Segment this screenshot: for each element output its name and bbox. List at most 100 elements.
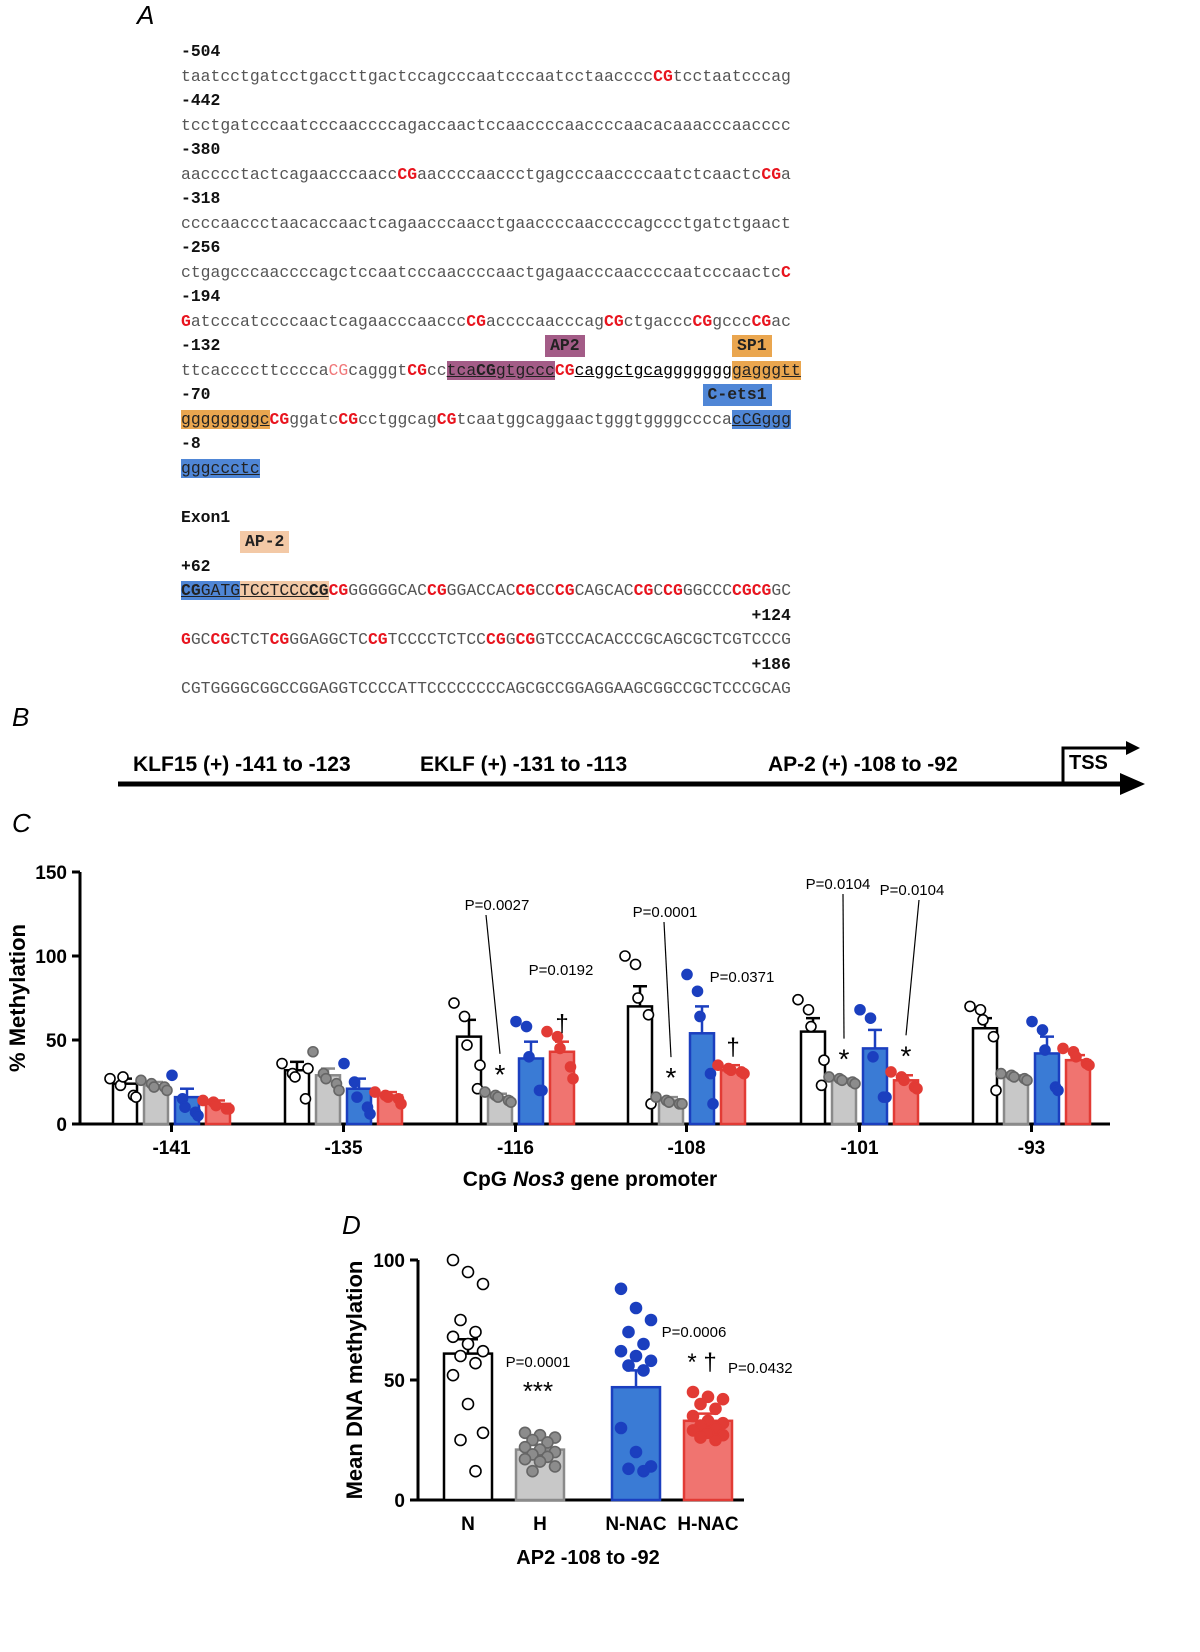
data-point [1036, 1024, 1049, 1036]
sequence-segment: tcaatggcaggaactgggtggggcccca [456, 409, 732, 429]
sequence-line: GGCCGCTCTCGGGAGGCTCCGTCCCCTCTCCCGGCGGTCC… [181, 628, 801, 653]
sequence-segment: a [781, 164, 791, 184]
data-point [476, 1426, 490, 1440]
sequence-line: CGTGGGGCGGCCGGAGGTCCCCATTCCCCCCCCAGCGCCG… [181, 677, 801, 702]
bar [1002, 1075, 1030, 1126]
tfbs-label-klf15: KLF15 (+) -141 to -123 [133, 753, 351, 776]
data-point [637, 1464, 650, 1478]
data-point [210, 1099, 222, 1112]
data-point [161, 1084, 173, 1097]
sequence-segment: gtgccc [495, 360, 555, 380]
data-point [642, 1009, 655, 1021]
sequence-line: Exon1 [181, 506, 801, 531]
data-point [849, 1077, 861, 1090]
data-point [629, 1445, 643, 1459]
bar [1064, 1058, 1092, 1126]
sequence-segment: CGCG [732, 581, 772, 600]
data-point [716, 1392, 730, 1406]
sequence-segment: CG [515, 581, 536, 600]
y-tick-label: 50 [384, 1371, 405, 1392]
data-point [738, 1067, 750, 1080]
data-point [526, 1464, 539, 1478]
data-point [104, 1072, 116, 1085]
sequence-line: ggggggggcCGggatcCGcctggcagCGtcaatggcagga… [181, 383, 801, 433]
tss-arrow-line [1061, 746, 1128, 784]
sequence-segment: GTCCCACACCCGCAGCGCTCGTCCCG [535, 630, 791, 649]
sequence-segment: cc [426, 360, 447, 380]
sequence-segment: G [181, 311, 191, 331]
sequence-segment: CG [486, 630, 506, 649]
sequence-line: tcctgatcccaatcccaaccccagaccaactccaacccca… [181, 114, 801, 139]
sequence-segment: G [181, 630, 191, 649]
data-point [987, 1030, 1000, 1043]
x-tick-label: N [461, 1514, 475, 1535]
y-tick-label: 0 [56, 1115, 67, 1136]
sequence-segment: aacccctactcagaacccaacc [181, 164, 398, 184]
data-point [686, 1409, 700, 1423]
binding-site-tag: AP-2 [240, 530, 290, 553]
data-point [637, 1364, 650, 1377]
data-point [990, 1084, 1002, 1097]
sequence-segment: TCCTCCC [240, 581, 309, 600]
data-point [880, 1091, 892, 1103]
panel-letter-a: A [137, 0, 155, 30]
data-point [686, 1424, 700, 1437]
sequence-line: -70 [181, 383, 801, 408]
data-point [802, 1003, 815, 1016]
x-tick-label: -141 [152, 1138, 190, 1159]
sequence-segment: CG [328, 360, 349, 380]
data-point [135, 1074, 147, 1087]
data-point [476, 1344, 490, 1358]
sequence-line [181, 481, 801, 506]
panel-letter-d: D [342, 1210, 361, 1240]
data-point [644, 1354, 658, 1368]
p-value-leader [663, 921, 672, 1058]
p-value-label: P=0.0027 [465, 897, 530, 914]
data-point [911, 1082, 923, 1095]
sequence-segment: CG [554, 360, 575, 380]
data-point [364, 1108, 376, 1120]
sequence-segment: CG [653, 66, 673, 86]
y-tick-label: 50 [46, 1031, 67, 1052]
data-point [223, 1103, 235, 1115]
data-point [492, 1091, 504, 1103]
sequence-segment: GGACCAC [446, 581, 516, 600]
significance-marker: * [666, 1062, 677, 1093]
binding-site-tag: SP1 [732, 334, 772, 357]
data-point [818, 1054, 830, 1066]
sequence-segment: C [653, 581, 664, 600]
data-point [867, 1051, 879, 1063]
data-point [192, 1109, 204, 1122]
bar [626, 1005, 654, 1126]
sequence-segment: CG [397, 164, 418, 184]
sequence-segment: CG [210, 630, 231, 649]
x-axis-label-part: gene promoter [564, 1168, 717, 1190]
sequence-segment: gccc [712, 311, 752, 331]
p-value-label: P=0.0001 [506, 1354, 571, 1371]
data-point [676, 1098, 688, 1110]
data-point [629, 1349, 643, 1363]
data-point [663, 1096, 675, 1108]
data-point [614, 1282, 628, 1296]
sequence-segment: C [781, 262, 791, 282]
data-point [725, 1064, 737, 1077]
sequence-line: ctgagcccaaccccagctccaatcccaaccccaactgaga… [181, 261, 801, 286]
sequence-segment: CAGCAC [574, 581, 634, 600]
mean-methylation-chart: 0 50 100 Mean DNA methylation N H N-NAC H-NAC AP… [342, 1251, 793, 1569]
sequence-segment: CG [466, 311, 486, 331]
significance-marker: * [839, 1044, 850, 1075]
p-value-leader [842, 893, 845, 1039]
data-point [505, 1096, 517, 1108]
data-point [338, 1057, 350, 1070]
data-point [454, 1433, 467, 1447]
y-tick-label: 150 [35, 863, 67, 884]
sequence-segment: TCCCCTCTCC [387, 630, 487, 649]
significance-marker: * [495, 1059, 506, 1090]
sequence-line: taatcctgatcctgaccttgactccagcccaatcccaatc… [181, 65, 801, 90]
data-point [1021, 1074, 1033, 1087]
sequence-segment: G [505, 630, 516, 649]
data-point [510, 1015, 522, 1028]
data-point [520, 1020, 533, 1033]
data-point [691, 985, 704, 998]
data-point [964, 1000, 976, 1013]
